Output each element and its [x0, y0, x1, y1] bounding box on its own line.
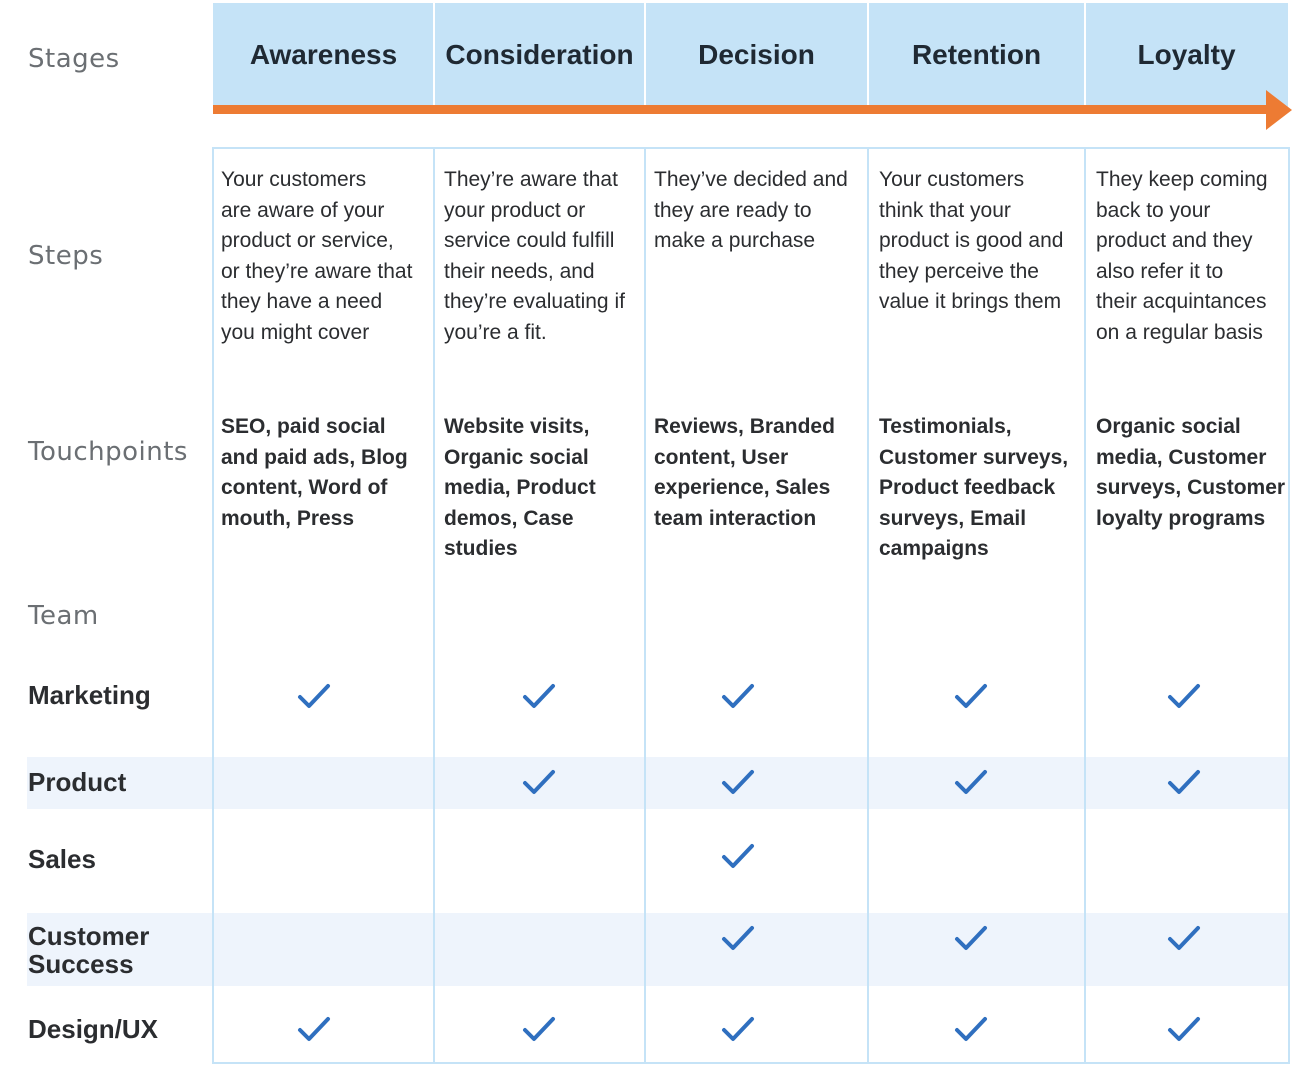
- journey-arrow-head: [1266, 90, 1292, 130]
- grid-line: [1288, 147, 1290, 1064]
- check-icon: [523, 684, 555, 708]
- check-icon: [722, 1017, 754, 1041]
- row-label-team: Team: [28, 601, 99, 631]
- stage-title-consideration: Consideration: [445, 39, 634, 70]
- touchpoints-decision: Reviews, Branded content, User experienc…: [654, 415, 835, 530]
- steps-retention: Your customers think that your product i…: [879, 168, 1064, 313]
- journey-arrow-shaft: [213, 105, 1271, 114]
- customer-success-row-stripe: [27, 913, 1288, 986]
- steps-awareness: Your customers are aware of your product…: [221, 168, 413, 344]
- header-divider: [867, 3, 869, 105]
- check-icon: [722, 926, 754, 950]
- check-icon: [722, 684, 754, 708]
- check-icon: [1168, 684, 1200, 708]
- touchpoints-awareness: SEO, paid social and paid ads, Blog cont…: [221, 415, 408, 530]
- touchpoints-consideration: Website visits, Organic social media, Pr…: [444, 415, 596, 560]
- check-icon: [722, 770, 754, 794]
- check-icon: [955, 770, 987, 794]
- check-icon: [1168, 926, 1200, 950]
- header-divider: [1084, 3, 1086, 105]
- row-label-touchpoints: Touchpoints: [28, 437, 188, 467]
- team-label-design-ux: Design/UX: [28, 1014, 159, 1044]
- grid-line: [212, 147, 214, 1064]
- touchpoints-retention: Testimonials, Customer surveys, Product …: [879, 415, 1069, 560]
- team-label-product: Product: [28, 767, 127, 797]
- product-row-stripe: [27, 757, 1288, 809]
- stage-title-loyalty: Loyalty: [1137, 39, 1236, 70]
- check-icon: [1168, 770, 1200, 794]
- team-label-marketing: Marketing: [28, 680, 151, 710]
- grid-bottom-border: [212, 1062, 1290, 1064]
- check-icon: [722, 844, 754, 868]
- steps-consideration: They’re aware that your product or servi…: [444, 168, 625, 344]
- header-divider: [644, 3, 646, 105]
- grid-line: [644, 147, 646, 1064]
- check-icon: [1168, 1017, 1200, 1041]
- team-label-customer-success: Customer Success: [28, 921, 150, 979]
- check-icon: [955, 926, 987, 950]
- check-icon: [955, 1017, 987, 1041]
- check-icon: [955, 684, 987, 708]
- grid-line: [433, 147, 435, 1064]
- grid-line: [1084, 147, 1086, 1064]
- stage-title-retention: Retention: [911, 39, 1042, 70]
- check-icon: [298, 1017, 330, 1041]
- check-icon: [523, 1017, 555, 1041]
- row-label-stages: Stages: [28, 44, 120, 74]
- grid-top-border: [212, 147, 1290, 149]
- steps-decision: They’ve decided and they are ready to ma…: [654, 168, 848, 252]
- touchpoints-loyalty: Organic social media, Customer surveys, …: [1096, 415, 1286, 530]
- stage-title-awareness: Awareness: [249, 39, 398, 70]
- check-icon: [523, 770, 555, 794]
- header-divider: [433, 3, 435, 105]
- check-icon: [298, 684, 330, 708]
- team-label-sales: Sales: [28, 844, 96, 874]
- row-label-steps: Steps: [28, 241, 104, 271]
- stages-header-band: [213, 3, 1288, 107]
- steps-loyalty: They keep coming back to your product an…: [1096, 168, 1268, 344]
- grid-line: [867, 147, 869, 1064]
- stage-title-decision: Decision: [698, 39, 815, 70]
